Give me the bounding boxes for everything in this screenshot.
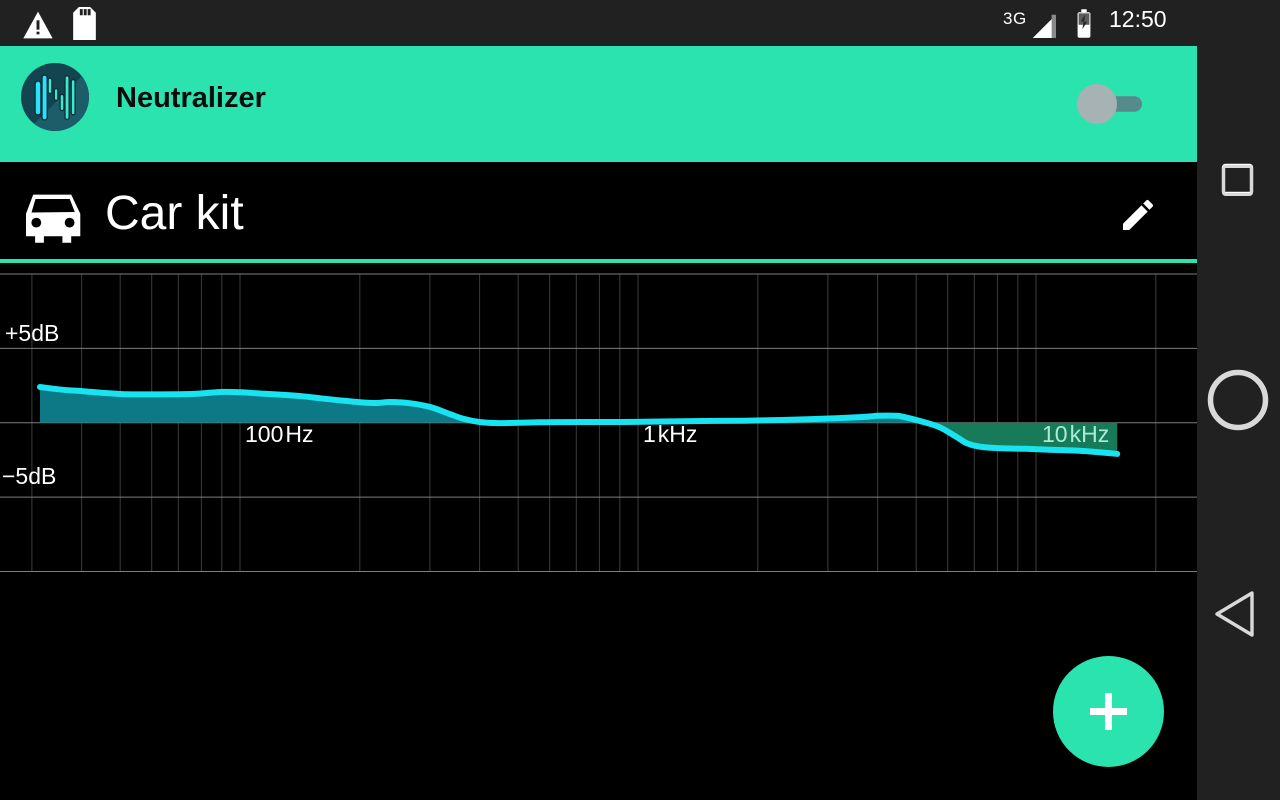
svg-text:1kHz: 1kHz [643,421,697,447]
svg-text:10kHz: 10kHz [1042,421,1109,447]
svg-text:+5dB: +5dB [5,320,59,346]
svg-text:100Hz: 100Hz [245,421,314,447]
svg-text:−5dB: −5dB [2,463,56,489]
